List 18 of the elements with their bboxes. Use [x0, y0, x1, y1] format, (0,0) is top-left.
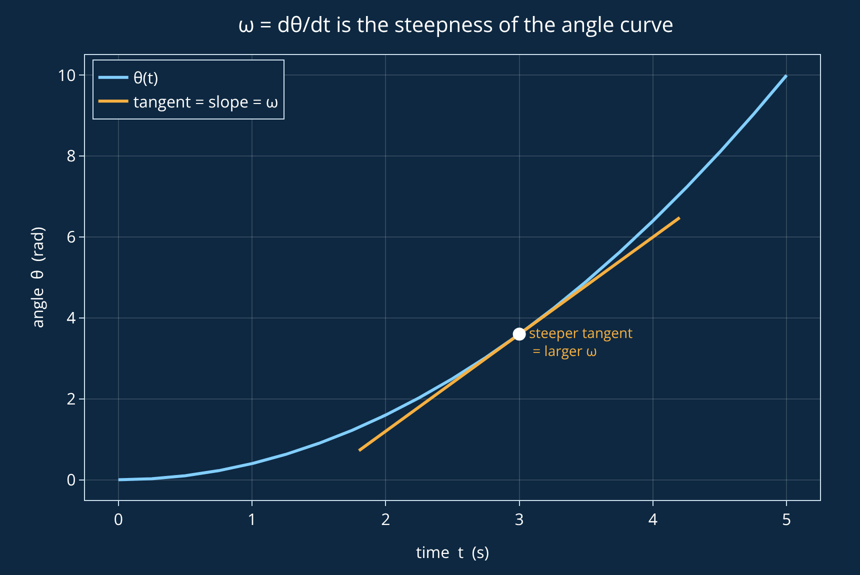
y-tick-label: 4: [66, 306, 76, 329]
chart-title: ω = dθ/dt is the steepness of the angle curve: [238, 10, 674, 39]
x-tick-label: 0: [114, 508, 123, 530]
legend-label: θ(t): [133, 66, 158, 89]
legend-label: tangent = slope = ω: [133, 90, 278, 112]
x-tick-label: 3: [514, 508, 524, 530]
y-tick-label: 6: [66, 226, 76, 248]
y-tick-label: 10: [58, 64, 76, 86]
y-axis-title: angle θ (rad): [26, 226, 48, 328]
annotation: steeper tangent = larger ω: [529, 324, 633, 362]
y-tick-label: 8: [66, 144, 76, 167]
x-tick-label: 2: [381, 508, 390, 530]
y-tick-label: 2: [66, 387, 76, 410]
x-axis-title: time t (s): [416, 541, 490, 563]
x-tick-label: 4: [648, 508, 658, 530]
y-tick-label: 0: [66, 468, 76, 490]
x-tick-label: 5: [782, 508, 792, 530]
x-tick-label: 1: [247, 508, 257, 530]
